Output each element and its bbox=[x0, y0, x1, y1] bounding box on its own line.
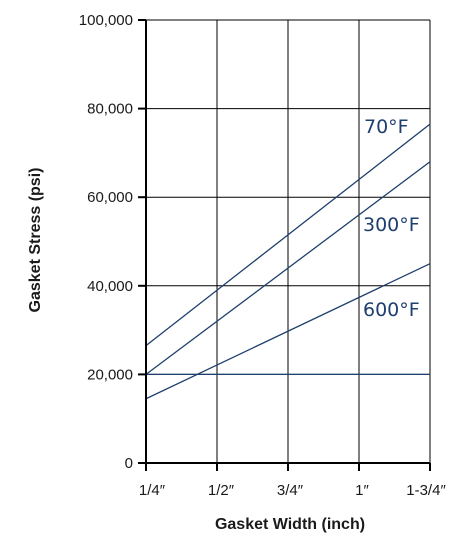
series-label: 300°F bbox=[363, 214, 420, 236]
axes bbox=[138, 19, 431, 471]
y-tick-label: 80,000 bbox=[87, 101, 133, 118]
x-tick-label: 1/2″ bbox=[208, 482, 235, 499]
y-tick-label: 0 bbox=[125, 455, 133, 472]
y-tick-label: 60,000 bbox=[87, 189, 133, 206]
x-axis-title: Gasket Width (inch) bbox=[215, 516, 365, 533]
series-line bbox=[145, 161, 431, 375]
x-tick-label: 1-3/4″ bbox=[406, 482, 446, 499]
series-labels: 70°F 300°F 600°F bbox=[363, 116, 420, 321]
series-lines bbox=[145, 123, 431, 400]
x-tick-label: 1″ bbox=[355, 482, 369, 499]
series-label: 600°F bbox=[363, 299, 420, 321]
series-label: 70°F bbox=[364, 116, 409, 138]
x-tick-label: 1/4″ bbox=[139, 482, 166, 499]
y-tick-label: 40,000 bbox=[87, 278, 133, 295]
y-tick-label: 20,000 bbox=[87, 366, 133, 383]
y-tick-label: 100,000 bbox=[79, 12, 133, 29]
x-tick-labels: 1/4″ 1/2″ 3/4″ 1″ 1-3/4″ bbox=[139, 482, 447, 499]
series-line bbox=[145, 263, 431, 400]
y-tick-labels: 0 20,000 40,000 60,000 80,000 100,000 bbox=[79, 12, 133, 472]
series-line bbox=[145, 123, 431, 347]
y-axis-title: Gasket Stress (psi) bbox=[27, 168, 44, 313]
x-tick-label: 3/4″ bbox=[277, 482, 304, 499]
grid-lines bbox=[146, 19, 431, 463]
